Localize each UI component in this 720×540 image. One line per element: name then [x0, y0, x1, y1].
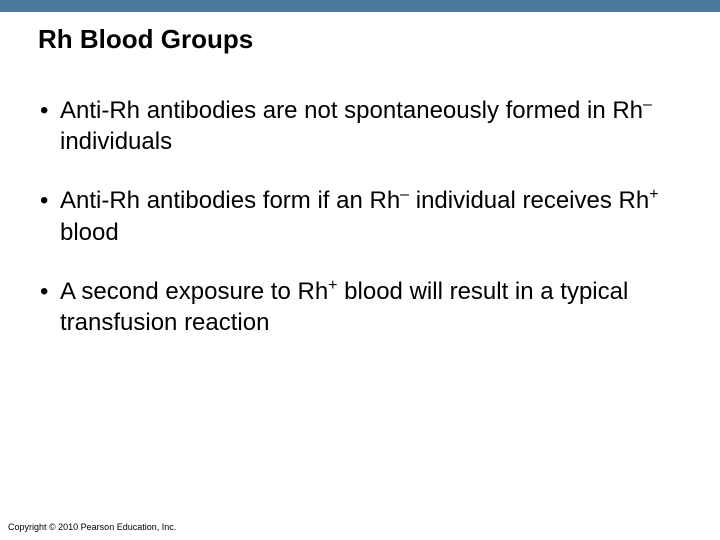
content-area: •Anti-Rh antibodies are not spontaneousl…	[0, 65, 720, 338]
bullet-text: Anti-Rh antibodies are not spontaneously…	[60, 95, 680, 157]
text-run: individuals	[60, 128, 172, 155]
text-run: Anti-Rh antibodies form if an Rh	[60, 187, 400, 214]
bullet-marker: •	[40, 185, 60, 216]
page-title: Rh Blood Groups	[38, 24, 720, 55]
superscript: –	[400, 186, 409, 203]
bullet-item: •A second exposure to Rh+ blood will res…	[40, 276, 680, 338]
bullet-marker: •	[40, 95, 60, 126]
bullet-text: A second exposure to Rh+ blood will resu…	[60, 276, 680, 338]
bullet-item: •Anti-Rh antibodies form if an Rh– indiv…	[40, 185, 680, 247]
text-run: individual receives Rh	[409, 187, 649, 214]
copyright-text: Copyright © 2010 Pearson Education, Inc.	[8, 522, 176, 532]
bullet-marker: •	[40, 276, 60, 307]
title-area: Rh Blood Groups	[0, 12, 720, 65]
bullet-text: Anti-Rh antibodies form if an Rh– indivi…	[60, 185, 680, 247]
superscript: +	[328, 277, 337, 294]
superscript: +	[649, 186, 658, 203]
superscript: –	[643, 96, 652, 113]
top-accent-bar	[0, 0, 720, 12]
text-run: A second exposure to Rh	[60, 278, 328, 305]
text-run: Anti-Rh antibodies are not spontaneously…	[60, 97, 643, 124]
text-run: blood	[60, 219, 119, 246]
bullet-item: •Anti-Rh antibodies are not spontaneousl…	[40, 95, 680, 157]
